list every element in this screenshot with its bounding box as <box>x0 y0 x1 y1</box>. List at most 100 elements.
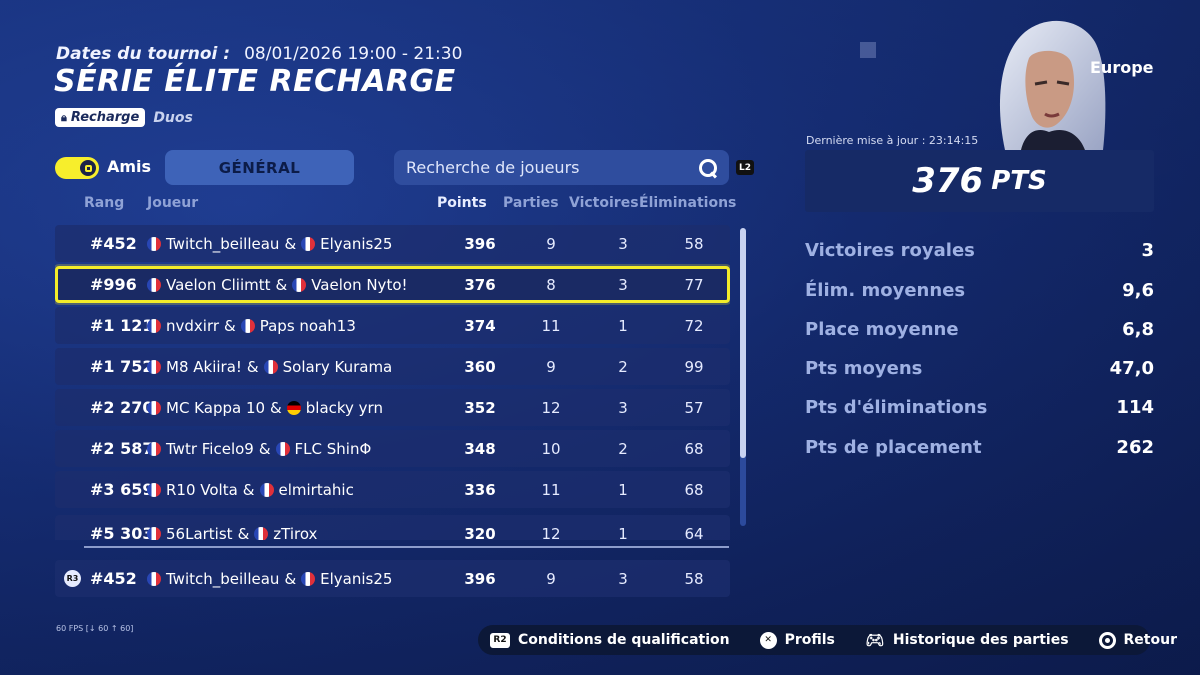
search-input[interactable]: Recherche de joueurs <box>394 150 729 185</box>
france-flag-icon <box>147 482 161 497</box>
scrollbar-thumb[interactable] <box>740 228 746 458</box>
stat-value: 9,6 <box>1122 280 1154 301</box>
column-header-wins[interactable]: Victoires <box>569 195 639 211</box>
row-elims: 68 <box>684 439 704 458</box>
footer-label: Retour <box>1123 632 1177 648</box>
row-wins: 2 <box>618 357 628 376</box>
row-players: M8 Akiira! & Solary Kurama <box>147 358 392 376</box>
cross-button-icon: ✕ <box>759 631 777 649</box>
row-wins: 3 <box>618 569 628 588</box>
table-row[interactable]: #5 303 56Lartist & zTirox 320 12 1 64 <box>55 515 730 540</box>
player-1: Twtr Ficelo9 <box>166 439 254 458</box>
ampersand: & <box>284 569 297 588</box>
footer-label: Profils <box>784 632 835 648</box>
france-flag-icon <box>147 571 161 586</box>
search-placeholder: Recherche de joueurs <box>406 158 580 177</box>
ampersand: & <box>246 357 259 376</box>
stat-row: Pts d'éliminations 114 <box>805 397 1154 418</box>
recharge-badge: 🔒︎ Recharge <box>55 108 146 127</box>
row-wins: 2 <box>618 439 628 458</box>
germany-flag-icon <box>286 400 301 415</box>
stat-value: 6,8 <box>1122 319 1154 340</box>
row-elims: 58 <box>684 569 704 588</box>
friends-toggle[interactable] <box>55 157 99 179</box>
footer-actions: R2 Conditions de qualification ✕ Profils… <box>478 625 1177 655</box>
row-games: 11 <box>541 480 561 499</box>
badge-label: Recharge <box>70 110 140 125</box>
lock-icon: 🔒︎ <box>61 110 67 124</box>
france-flag-icon <box>147 359 161 374</box>
stat-row: Pts moyens 47,0 <box>805 358 1154 379</box>
match-history-button[interactable]: 🎮︎ Historique des parties <box>865 631 1068 649</box>
points-unit: PTS <box>991 166 1047 196</box>
row-points: 348 <box>464 439 496 458</box>
table-row[interactable]: #3 659 R10 Volta & elmirtahic 336 11 1 68 <box>55 471 730 508</box>
player-2: blacky yrn <box>305 398 383 417</box>
leaderboard-list: #452 Twitch_beilleau & Elyanis25 396 9 3 … <box>55 225 730 540</box>
scrollbar[interactable] <box>740 228 746 526</box>
row-rank: #2 587 <box>90 439 154 458</box>
player-2: elmirtahic <box>278 480 354 499</box>
france-flag-icon <box>259 482 274 497</box>
player-2: FLC ShinΦ <box>294 439 372 458</box>
row-rank: #5 303 <box>90 524 154 540</box>
player-1: R10 Volta <box>166 480 238 499</box>
stat-label: Place moyenne <box>805 319 959 340</box>
player-1: Twitch_beilleau <box>166 234 280 253</box>
my-team-row[interactable]: R3 #452 Twitch_beilleau & Elyanis25 396 9… <box>55 560 730 597</box>
column-header-points[interactable]: Points <box>437 195 487 211</box>
stat-label: Pts d'éliminations <box>805 397 988 418</box>
tab-general[interactable]: GÉNÉRAL <box>165 150 354 185</box>
friends-label: Amis <box>107 157 152 176</box>
france-flag-icon <box>147 526 161 540</box>
ampersand: & <box>275 275 288 294</box>
row-points: 320 <box>464 524 496 541</box>
row-elims: 57 <box>684 398 704 417</box>
row-wins: 3 <box>618 398 628 417</box>
gamepad-icon: 🎮︎ <box>865 631 885 649</box>
column-header-elims[interactable]: Éliminations <box>639 195 737 211</box>
player-1: nvdxirr <box>166 316 220 335</box>
character-avatar <box>999 20 1106 150</box>
tournament-tags: 🔒︎ Recharge Duos <box>55 108 193 127</box>
row-wins: 1 <box>618 480 628 499</box>
qualification-conditions-button[interactable]: R2 Conditions de qualification <box>490 632 730 648</box>
player-1: M8 Akiira! <box>166 357 242 376</box>
ampersand: & <box>284 234 297 253</box>
column-header-player: Joueur <box>147 195 199 211</box>
row-points: 376 <box>464 275 496 294</box>
stat-label: Victoires royales <box>805 240 975 261</box>
table-row[interactable]: #1 752 M8 Akiira! & Solary Kurama 360 9 2… <box>55 348 730 385</box>
r2-button-icon: R2 <box>490 632 510 648</box>
circle-button-icon <box>1098 631 1116 649</box>
table-row[interactable]: #2 270 MC Kappa 10 & blacky yrn 352 12 3 … <box>55 389 730 426</box>
france-flag-icon <box>301 571 316 586</box>
table-row-selected[interactable]: #996 Vaelon Cliimtt & Vaelon Nyto! 376 8 … <box>55 266 730 303</box>
row-players: 56Lartist & zTirox <box>147 525 317 540</box>
france-flag-icon <box>275 441 290 456</box>
row-games: 12 <box>541 524 561 541</box>
table-row[interactable]: #1 121 nvdxirr & Paps noah13 374 11 1 72 <box>55 307 730 344</box>
player-1: MC Kappa 10 <box>166 398 266 417</box>
last-update: Dernière mise à jour : 23:14:15 <box>806 134 979 147</box>
profiles-button[interactable]: ✕ Profils <box>759 631 835 649</box>
row-points: 360 <box>464 357 496 376</box>
france-flag-icon <box>301 236 316 251</box>
france-flag-icon <box>263 359 278 374</box>
row-points: 396 <box>464 569 496 588</box>
toggle-knob <box>80 160 96 176</box>
back-button[interactable]: Retour <box>1098 631 1177 649</box>
row-games: 12 <box>541 398 561 417</box>
row-players: nvdxirr & Paps noah13 <box>147 317 356 335</box>
table-row[interactable]: #2 587 Twtr Ficelo9 & FLC ShinΦ 348 10 2 … <box>55 430 730 467</box>
column-header-games[interactable]: Parties <box>503 195 559 211</box>
player-2: Paps noah13 <box>259 316 356 335</box>
table-row[interactable]: #452 Twitch_beilleau & Elyanis25 396 9 3 … <box>55 225 730 262</box>
row-rank: #996 <box>90 275 137 294</box>
row-wins: 3 <box>618 234 628 253</box>
row-elims: 72 <box>684 316 704 335</box>
stat-label: Pts de placement <box>805 437 982 458</box>
search-icon[interactable] <box>699 158 717 177</box>
player-1: Vaelon Cliimtt <box>166 275 271 294</box>
r3-button-icon: R3 <box>64 570 81 587</box>
